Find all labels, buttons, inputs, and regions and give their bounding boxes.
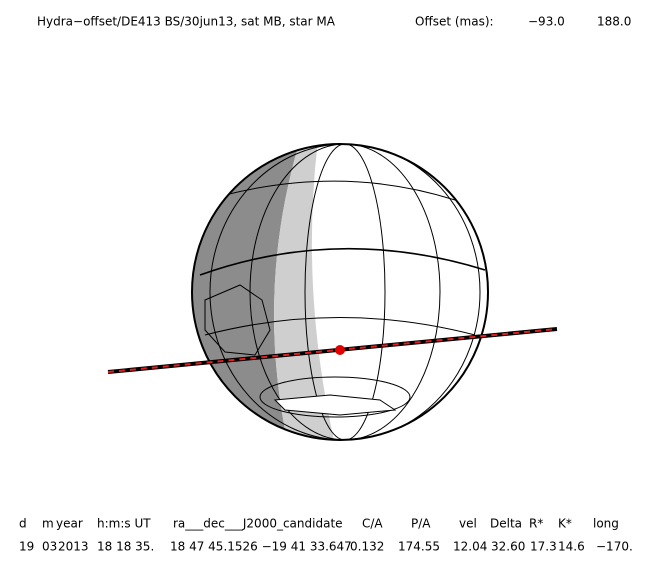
table-value: 2013 — [58, 540, 89, 554]
table-header: P/A — [411, 517, 431, 531]
shadow-track-ticks — [107, 328, 558, 373]
table-value: 12.04 — [453, 540, 487, 554]
table-value: 174.55 — [398, 540, 440, 554]
table-value: 18 47 45.1526 −19 41 33.647 — [170, 540, 352, 554]
table-value: 03 — [42, 540, 57, 554]
table-header: h:m:s UT — [97, 517, 151, 531]
table-header: Delta — [490, 517, 522, 531]
table-header: long — [593, 517, 619, 531]
table-header: vel — [459, 517, 477, 531]
table-value: 32.60 — [491, 540, 525, 554]
table-header: R* — [529, 517, 543, 531]
data-table: d m year h:m:s UT ra___dec___J2000_candidate… — [19, 517, 633, 554]
table-header: C/A — [362, 517, 383, 531]
offset-x: −93.0 — [528, 15, 565, 29]
table-value: 17.3 — [530, 540, 557, 554]
offset-y: 188.0 — [597, 15, 631, 29]
offset-label: Offset (mas): — [415, 15, 494, 29]
table-value: 0.132 — [350, 540, 384, 554]
table-header: K* — [558, 517, 572, 531]
table-header: m — [42, 517, 54, 531]
table-value: −170. — [596, 540, 633, 554]
table-header: year — [56, 517, 83, 531]
globe — [192, 144, 488, 440]
table-value: 19 — [19, 540, 34, 554]
table-header: ra___dec___J2000_candidate — [173, 517, 343, 531]
closest-approach — [335, 345, 345, 355]
title: Hydra−offset/DE413 BS/30jun13, sat MB, s… — [37, 15, 336, 29]
table-header: d — [19, 517, 27, 531]
globe-rim — [191, 143, 489, 441]
table-value: 14.6 — [558, 540, 585, 554]
table-value: 18 18 35. — [97, 540, 154, 554]
